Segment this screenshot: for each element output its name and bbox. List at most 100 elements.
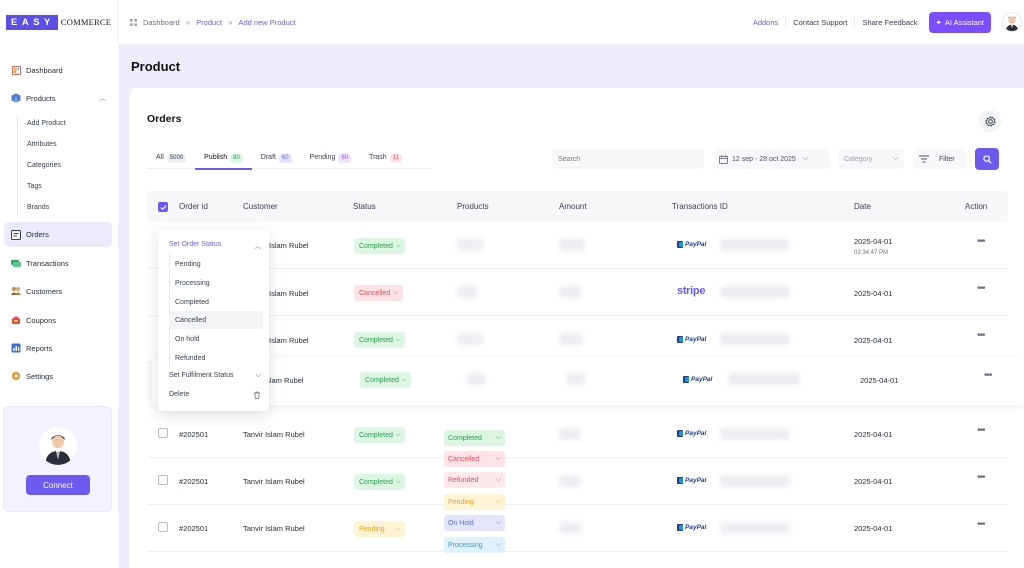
sidebar-item-transactions[interactable]: Transactions: [4, 251, 112, 275]
sidebar-subitem-tags[interactable]: Tags: [27, 183, 42, 190]
more-actions-icon[interactable]: •••: [977, 519, 985, 530]
more-actions-icon[interactable]: •••: [984, 370, 992, 381]
row-checkbox[interactable]: [158, 428, 168, 438]
table-row[interactable]: #202501 Tanvir Islam Rubel Completed ⌵ Pa…: [147, 411, 1008, 458]
sidebar-item-customers[interactable]: Customers: [4, 279, 112, 303]
user-avatar[interactable]: [1002, 12, 1022, 32]
table-row[interactable]: Islam Rubel Cancelled ⌵ stripe 2025-04-01…: [147, 269, 1008, 316]
contact-support-link[interactable]: Contact Support: [785, 17, 854, 27]
option-refunded[interactable]: Refunded ⌵: [444, 472, 505, 488]
option-completed[interactable]: Completed ⌵: [444, 430, 505, 446]
sidebar-item-reports[interactable]: Reports: [4, 336, 112, 360]
tab-draft[interactable]: Draft 60: [252, 148, 301, 169]
sidebar-subitem-attributes[interactable]: Attributes: [27, 141, 57, 148]
sidebar-subitem-brands[interactable]: Brands: [27, 204, 50, 211]
sidebar-item-coupons[interactable]: Coupons: [4, 308, 112, 332]
sidebar-item-dashboard[interactable]: Dashboard: [4, 58, 112, 82]
header-products[interactable]: Products: [457, 202, 489, 211]
row-checkbox[interactable]: [158, 475, 168, 485]
tab-publish[interactable]: Publish 80: [195, 148, 252, 170]
chevron-down-icon: ⌵: [802, 155, 809, 162]
breadcrumb-dashboard[interactable]: Dashboard: [143, 17, 180, 27]
tab-pending[interactable]: Pending 60: [301, 148, 360, 169]
tab-trash-count: 11: [389, 154, 402, 163]
date-range-picker[interactable]: 12 sep - 28 oct 2025 ⌵: [714, 149, 830, 169]
order-id-cell[interactable]: #202501: [179, 524, 209, 533]
dropdown-item-cancelled[interactable]: Cancelled: [169, 311, 263, 329]
status-pill[interactable]: Pending ⌵: [354, 521, 406, 537]
logo[interactable]: EASY COMMERCE: [0, 0, 118, 44]
tab-all-count: 5000: [166, 154, 187, 163]
sidebar-item-products[interactable]: Products ︿: [4, 86, 112, 110]
table-row[interactable]: #202501 Tanvir Islam Rubel Pending ⌵ PayP…: [147, 505, 1008, 552]
delete-item[interactable]: Delete: [169, 391, 261, 399]
select-all-checkbox[interactable]: [158, 202, 168, 212]
table-row[interactable]: Islam Rubel Completed ⌵ PayPal 2025-04-01…: [147, 316, 1008, 363]
table-header: Order id Customer Status Products Amount…: [147, 191, 1008, 222]
sidebar-item-orders[interactable]: Orders: [4, 222, 112, 247]
status-tabs: All 5000 Publish 80 Draft 60 Pending 60 …: [147, 148, 432, 170]
filter-button[interactable]: Filter: [913, 149, 967, 169]
more-actions-icon[interactable]: •••: [977, 330, 985, 341]
table-row[interactable]: #202501 Tanvir Islam Rubel Completed ⌵ Pa…: [147, 458, 1008, 505]
dropdown-item-on-hold[interactable]: On hold: [175, 335, 200, 343]
dropdown-item-pending[interactable]: Pending: [175, 260, 201, 268]
order-id-cell[interactable]: #202501: [179, 477, 209, 486]
breadcrumb-add-new-product[interactable]: Add new Product: [238, 17, 296, 27]
more-actions-icon[interactable]: •••: [977, 283, 985, 294]
sidebar: Dashboard Products ︿ Add Product Attribu…: [0, 44, 118, 568]
option-cancelled[interactable]: Cancelled ⌵: [444, 451, 505, 467]
status-pill[interactable]: Completed ⌵: [354, 238, 406, 254]
row-checkbox[interactable]: [158, 522, 168, 532]
header-transactions-id[interactable]: Transactions ID: [672, 202, 728, 211]
addons-link[interactable]: Addons: [752, 17, 779, 27]
sidebar-subitem-add-product[interactable]: Add Product: [27, 120, 66, 127]
more-actions-icon[interactable]: •••: [977, 425, 985, 436]
date-cell: 2025-04-01: [860, 376, 899, 385]
breadcrumb-product[interactable]: Product: [196, 17, 223, 27]
header-amount[interactable]: Amount: [559, 202, 587, 211]
category-select[interactable]: Category ⌵: [838, 149, 904, 169]
header-customer[interactable]: Customer: [243, 202, 278, 211]
status-label: Pending: [359, 525, 385, 533]
search-button[interactable]: [975, 148, 999, 170]
sidebar-label-coupons: Coupons: [26, 315, 57, 325]
dropdown-item-refunded[interactable]: Refunded: [175, 354, 206, 362]
status-pill[interactable]: Completed ⌵: [354, 474, 406, 490]
search-input[interactable]: [552, 149, 704, 169]
order-id-cell[interactable]: #202501: [179, 430, 209, 439]
more-actions-icon[interactable]: •••: [977, 236, 985, 247]
status-pill[interactable]: Cancelled ⌵: [354, 285, 403, 301]
option-processing[interactable]: Processing ⌵: [444, 537, 505, 553]
status-pill[interactable]: Completed ⌵: [354, 427, 406, 443]
option-pending[interactable]: Pending ⌵: [444, 494, 505, 510]
header-status[interactable]: Status: [353, 202, 376, 211]
sidebar-subitem-categories[interactable]: Categories: [27, 162, 61, 169]
share-feedback-link[interactable]: Share Feedback: [854, 17, 924, 27]
connect-button[interactable]: Connect: [26, 475, 90, 495]
dropdown-item-processing[interactable]: Processing: [175, 279, 210, 287]
set-fulfilment-status[interactable]: Set Fulfilment Status ⌵: [169, 372, 261, 380]
option-on-hold[interactable]: On Hold ⌵: [444, 515, 505, 531]
table-row[interactable]: Islam Rubel Completed ⌵ PayPal 2025-04-01…: [147, 222, 1008, 269]
chevron-up-icon[interactable]: ︿: [99, 95, 106, 102]
tab-all-label: All: [156, 154, 164, 161]
amount-blurred: [559, 522, 581, 534]
set-order-status-toggle[interactable]: Set Order Status ︿: [169, 241, 261, 251]
orders-title: Orders: [147, 113, 182, 125]
tab-trash[interactable]: Trash 11: [360, 148, 411, 169]
tab-all[interactable]: All 5000: [147, 148, 195, 169]
settings-button[interactable]: [979, 110, 1001, 132]
ai-assistant-button[interactable]: ✦ AI Assistant: [928, 11, 991, 33]
paypal-logo: PayPal: [677, 336, 706, 343]
chevron-down-icon: ⌵: [495, 541, 501, 548]
more-actions-icon[interactable]: •••: [977, 472, 985, 483]
header-date[interactable]: Date: [854, 202, 871, 211]
sidebar-item-settings[interactable]: Settings: [4, 364, 112, 388]
table-row-dragged[interactable]: Islam Rubel Completed ⌵ PayPal 2025-04-01…: [152, 358, 1024, 405]
header-order-id[interactable]: Order id: [179, 202, 208, 211]
dropdown-item-completed[interactable]: Completed: [175, 298, 209, 306]
status-pill[interactable]: Completed ⌵: [354, 332, 406, 348]
customer-cell: Tanvir Islam Rubel: [243, 477, 305, 486]
status-pill[interactable]: Completed ⌵: [360, 372, 412, 388]
